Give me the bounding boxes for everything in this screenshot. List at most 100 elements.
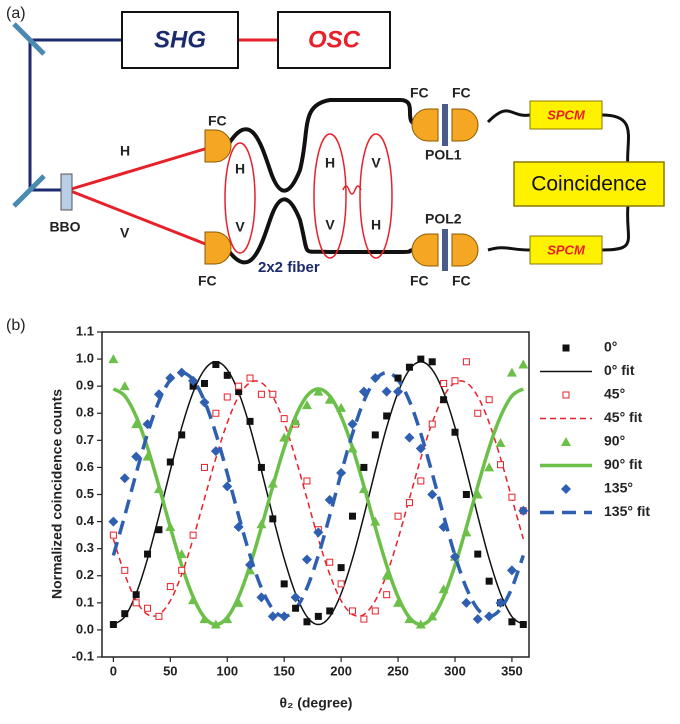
data-point <box>383 412 390 419</box>
panel-label: (a) <box>6 5 26 22</box>
data-point <box>417 356 424 363</box>
fiber-coupler <box>412 109 438 141</box>
legend-symbol <box>561 437 571 446</box>
shg-label: SHG <box>154 26 206 53</box>
data-point <box>155 526 162 533</box>
data-point <box>224 394 230 400</box>
data-point <box>120 473 130 483</box>
x-axis-title: θ₂ (degree) <box>280 695 353 711</box>
fiber-coupler <box>452 234 478 266</box>
y-tick-label: 0.3 <box>76 540 94 555</box>
data-point <box>279 611 289 621</box>
data-point <box>179 567 185 573</box>
data-point <box>348 443 358 452</box>
data-point <box>212 361 219 368</box>
data-point <box>418 478 424 484</box>
data-point <box>461 527 471 536</box>
fc-label: FC <box>198 273 217 289</box>
data-point <box>292 605 299 612</box>
data-point <box>167 584 173 590</box>
data-point <box>315 613 322 620</box>
data-point <box>222 481 232 491</box>
spcm-label: SPCM <box>547 242 586 257</box>
data-point <box>463 359 469 365</box>
data-point <box>281 580 288 587</box>
polarization-ellipse <box>225 143 255 253</box>
data-point <box>236 383 242 389</box>
data-point <box>372 431 379 438</box>
fiber-label: 2x2 fiber <box>258 259 320 276</box>
data-point <box>440 396 447 403</box>
legend-label: 90° fit <box>604 456 643 472</box>
legend-label: 0° <box>604 339 617 355</box>
y-tick-label: 1.0 <box>76 351 94 366</box>
data-point <box>154 389 164 399</box>
polarizer <box>442 229 448 271</box>
data-point <box>144 551 151 558</box>
data-point <box>360 464 367 471</box>
photon-path <box>68 148 208 190</box>
data-point <box>429 358 436 365</box>
data-point <box>154 484 164 493</box>
y-tick-label: 0.2 <box>76 567 94 582</box>
fiber-coupler <box>412 234 438 266</box>
data-point <box>395 375 402 382</box>
data-point <box>190 532 196 538</box>
fc-label: FC <box>452 85 471 101</box>
y-tick-label: 0.0 <box>76 621 94 636</box>
data-point <box>177 368 187 378</box>
data-point <box>498 462 504 468</box>
data-point <box>429 421 435 427</box>
ellipse-label: H <box>325 155 335 171</box>
data-point <box>338 581 344 587</box>
spcm-label: SPCM <box>547 107 586 122</box>
x-tick-label: 250 <box>387 663 409 678</box>
x-tick-label: 100 <box>216 663 238 678</box>
fc-label: FC <box>452 273 471 289</box>
data-point <box>302 555 312 565</box>
legend-label: 135° fit <box>604 503 650 519</box>
polarizer <box>442 104 448 146</box>
data-point <box>486 578 493 585</box>
data-point <box>156 613 162 619</box>
data-point <box>224 372 231 379</box>
x-tick-label: 350 <box>501 663 523 678</box>
data-point <box>474 551 481 558</box>
ellipse-label: H <box>371 217 381 233</box>
fit-line <box>113 373 523 617</box>
data-point <box>121 610 128 617</box>
y-axis-title: Normalized coincidence counts <box>49 389 65 599</box>
data-point <box>133 591 140 598</box>
legend-label: 45° <box>604 386 625 402</box>
coincidence-label: Coincidence <box>531 173 647 196</box>
data-point <box>496 438 506 447</box>
data-point <box>108 517 118 527</box>
y-tick-label: 0.4 <box>76 513 95 528</box>
data-point <box>473 614 483 624</box>
data-point <box>269 515 276 522</box>
data-point <box>406 364 413 371</box>
osc-label: OSC <box>308 26 361 53</box>
data-point <box>520 621 527 628</box>
data-point <box>268 611 278 621</box>
data-point <box>201 380 208 387</box>
data-point <box>509 494 515 500</box>
fc-label: FC <box>410 273 429 289</box>
data-point <box>165 373 175 383</box>
y-tick-label: 0.8 <box>76 405 94 420</box>
data-point <box>393 387 403 397</box>
fit-line <box>113 389 523 625</box>
y-tick-label: -0.1 <box>72 648 94 663</box>
data-point <box>451 429 458 436</box>
legend-symbol <box>563 392 569 398</box>
y-tick-label: 0.5 <box>76 486 94 501</box>
pump-beam <box>30 40 122 190</box>
data-point <box>406 500 412 506</box>
legend-label: 90° <box>604 433 625 449</box>
data-point <box>475 410 481 416</box>
data-point <box>452 378 458 384</box>
panel-label: (b) <box>6 317 26 334</box>
pol-label: POL1 <box>425 147 462 163</box>
data-point <box>507 368 517 377</box>
data-point <box>270 391 276 397</box>
